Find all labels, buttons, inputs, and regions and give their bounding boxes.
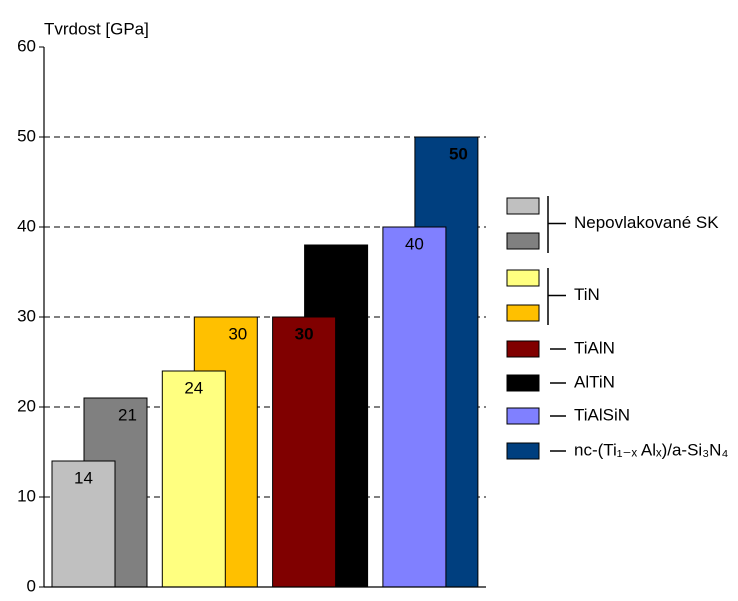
- legend-swatch: [506, 340, 540, 358]
- y-tick-label: 20: [17, 396, 36, 415]
- legend-swatch: [506, 374, 540, 392]
- legend-swatch: [506, 442, 540, 460]
- bar: [161, 370, 226, 588]
- legend-label: Nepovlakované SK: [574, 213, 719, 232]
- y-tick-label: 30: [17, 306, 36, 325]
- y-tick-label: 40: [17, 216, 36, 235]
- legend-label: TiAlN: [574, 338, 615, 357]
- value-label: 21: [118, 405, 137, 424]
- bar: [382, 226, 447, 588]
- legend-swatch: [506, 232, 540, 250]
- y-tick-label: 60: [17, 36, 36, 55]
- chart-title: Tvrdost [GPa]: [44, 19, 149, 38]
- value-label: 38: [339, 252, 358, 271]
- value-label: 14: [74, 468, 93, 487]
- value-label: 40: [405, 234, 424, 253]
- legend-swatch: [506, 269, 540, 287]
- legend-label: nc-(Ti₁₋ₓ Alₓ)/a-Si₃N₄: [574, 440, 728, 459]
- legend-label: AlTiN: [574, 372, 615, 391]
- y-tick-label: 10: [17, 486, 36, 505]
- legend-swatch: [506, 197, 540, 215]
- value-label: 50: [449, 144, 468, 163]
- y-tick-label: 0: [27, 576, 36, 595]
- y-tick-label: 50: [17, 126, 36, 145]
- legend-label: TiN: [574, 285, 600, 304]
- bar: [272, 316, 337, 588]
- value-label: 24: [184, 378, 203, 397]
- legend-swatch: [506, 304, 540, 322]
- value-label: 30: [228, 324, 247, 343]
- legend-swatch: [506, 407, 540, 425]
- legend-label: TiAlSiN: [574, 405, 630, 424]
- value-label: 30: [295, 324, 314, 343]
- bar: [51, 460, 116, 588]
